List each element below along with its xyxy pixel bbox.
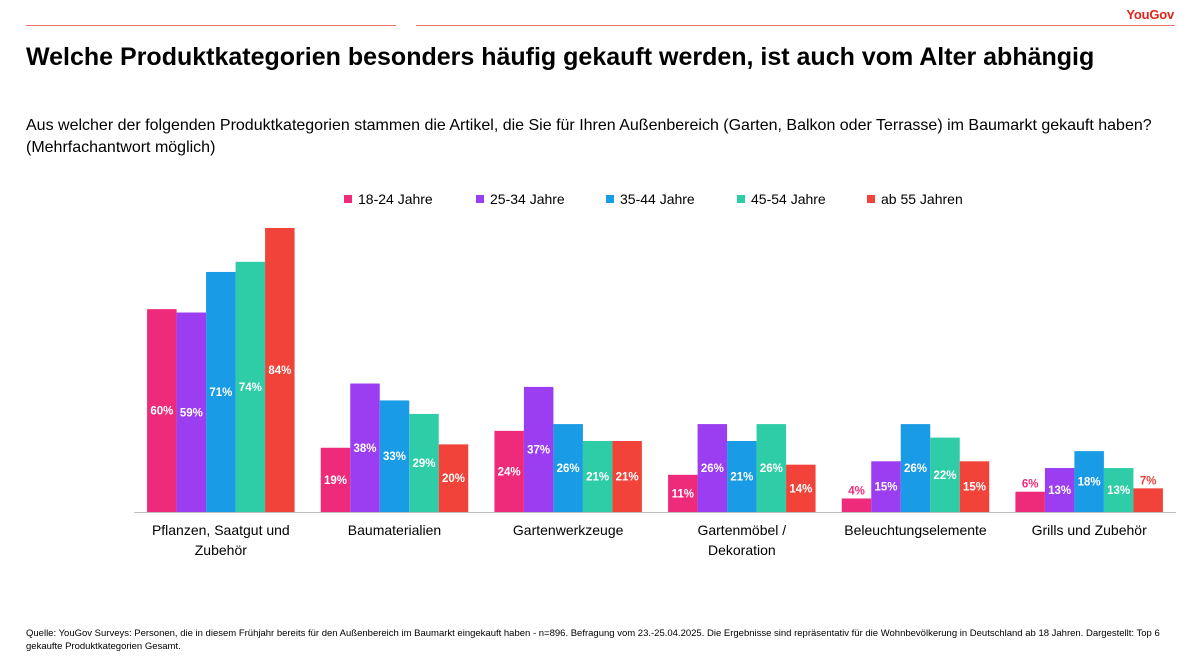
bar-6-5 <box>1133 488 1163 512</box>
bar-1-3 <box>206 271 236 512</box>
data-label-6-5: 7% <box>1140 475 1157 487</box>
data-label-1-5: 84% <box>268 365 291 377</box>
page-subtitle: Aus welcher der folgenden Produktkategor… <box>26 117 1152 156</box>
bar-3-3 <box>553 424 583 512</box>
bar-6-2 <box>1044 468 1075 512</box>
bar-2-3 <box>379 400 410 512</box>
data-label-2-4: 29% <box>412 458 435 470</box>
bar-5-2 <box>871 461 901 512</box>
legend-label-3: 35-44 Jahre <box>620 191 695 207</box>
data-label-1-1: 60% <box>150 406 173 418</box>
chart-legend: 18-24 Jahre 25-34 Jahre 35-44 Jahre 45-54 J… <box>0 191 1200 211</box>
bar-2-5 <box>438 444 469 512</box>
bar-6-4 <box>1103 468 1134 512</box>
category-label-5: Beleuchtungselemente <box>844 522 987 538</box>
legend-item-1: 18-24 Jahre <box>344 191 433 207</box>
data-label-2-2: 38% <box>353 443 376 455</box>
legend-swatch-3 <box>606 195 614 203</box>
data-label-4-1: 11% <box>672 488 694 500</box>
bar-4-1 <box>668 474 698 512</box>
header-rule-right <box>416 25 1175 26</box>
category-label-6: Grills und Zubehör <box>1032 522 1148 538</box>
bar-1-4 <box>235 261 266 512</box>
data-label-3-5: 21% <box>616 472 639 484</box>
data-label-6-1: 6% <box>1022 479 1039 491</box>
bar-4-3 <box>727 441 757 512</box>
legend-swatch-5 <box>867 195 875 203</box>
bar-1-2 <box>176 312 207 512</box>
bar-3-5 <box>612 441 642 512</box>
bar-4-4 <box>756 424 787 512</box>
bar-2-1 <box>320 447 351 512</box>
category-label-4: Gartenmöbel / Dekoration <box>697 522 786 558</box>
data-label-6-2: 13% <box>1048 485 1071 497</box>
data-label-4-2: 26% <box>701 463 724 475</box>
data-label-2-3: 33% <box>383 451 406 463</box>
bar-5-4 <box>930 437 960 512</box>
data-label-4-5: 14% <box>789 483 812 495</box>
legend-item-2: 25-34 Jahre <box>476 191 565 207</box>
legend-label-4: 45-54 Jahre <box>751 191 826 207</box>
data-label-3-2: 37% <box>527 444 550 456</box>
data-label-6-3: 18% <box>1078 477 1101 489</box>
bar-2-4 <box>409 413 439 512</box>
data-label-5-5: 15% <box>963 482 986 494</box>
data-label-5-4: 22% <box>933 470 956 482</box>
bar-3-2 <box>523 386 554 512</box>
data-label-4-4: 26% <box>760 463 783 475</box>
legend-item-4: 45-54 Jahre <box>737 191 826 207</box>
data-label-3-3: 26% <box>557 463 580 475</box>
source-footnote: Quelle: YouGov Surveys: Personen, die in… <box>26 628 1160 652</box>
legend-swatch-2 <box>476 195 484 203</box>
bar-6-3 <box>1074 451 1104 512</box>
bar-2-2 <box>350 383 380 512</box>
data-label-2-5: 20% <box>442 473 465 485</box>
bar-4-2 <box>697 424 728 512</box>
legend-item-5: ab 55 Jahren <box>867 191 963 207</box>
data-label-5-1: 4% <box>848 485 865 497</box>
brand-logo: YouGov <box>1126 7 1174 22</box>
bar-5-5 <box>959 461 990 512</box>
data-label-1-3: 71% <box>209 387 232 399</box>
bar-1-5 <box>265 228 295 512</box>
legend-swatch-1 <box>344 195 352 203</box>
data-label-5-2: 15% <box>874 482 897 494</box>
bar-3-4 <box>582 441 613 512</box>
page-title: Welche Produktkategorien besonders häufi… <box>26 43 1095 71</box>
data-label-3-1: 24% <box>498 466 521 478</box>
bar-4-5 <box>786 464 816 512</box>
legend-swatch-4 <box>737 195 745 203</box>
legend-label-1: 18-24 Jahre <box>358 191 433 207</box>
data-label-2-1: 19% <box>324 475 347 487</box>
bar-5-3 <box>900 424 931 512</box>
data-label-6-4: 13% <box>1107 485 1130 497</box>
legend-item-3: 35-44 Jahre <box>606 191 695 207</box>
legend-label-5: ab 55 Jahren <box>881 191 963 207</box>
header-rule-left <box>26 25 396 26</box>
bar-6-1 <box>1015 491 1045 512</box>
data-label-5-3: 26% <box>904 463 927 475</box>
data-label-3-4: 21% <box>586 472 609 484</box>
bar-3-1 <box>494 430 524 512</box>
legend-label-2: 25-34 Jahre <box>490 191 565 207</box>
category-label-3: Gartenwerkzeuge <box>513 522 624 538</box>
data-label-1-2: 59% <box>180 407 203 419</box>
data-label-4-3: 21% <box>730 472 753 484</box>
category-label-2: Baumaterialien <box>348 522 441 538</box>
data-label-1-4: 74% <box>239 382 262 394</box>
category-label-1: Pflanzen, Saatgut und Zubehör <box>152 522 290 558</box>
bar-5-1 <box>841 498 872 512</box>
bar-1-1 <box>147 309 177 512</box>
